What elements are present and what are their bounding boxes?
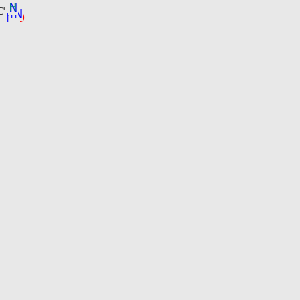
Text: N: N bbox=[4, 11, 13, 23]
Text: N: N bbox=[14, 8, 23, 21]
Text: N: N bbox=[10, 8, 18, 21]
Text: N: N bbox=[6, 12, 15, 25]
Text: CH₃: CH₃ bbox=[0, 8, 14, 17]
Text: O: O bbox=[15, 12, 25, 25]
Text: N: N bbox=[11, 11, 19, 24]
Text: H: H bbox=[9, 3, 16, 13]
Text: N: N bbox=[9, 2, 18, 15]
